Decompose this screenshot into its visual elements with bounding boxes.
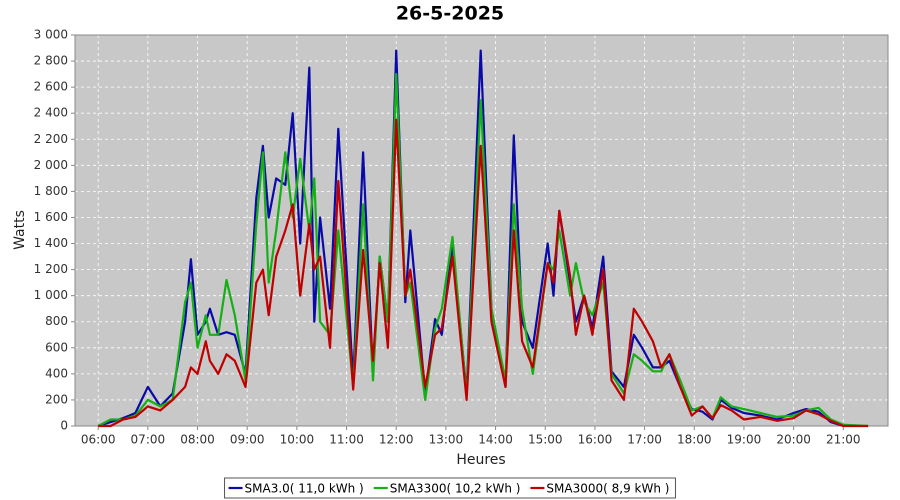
x-tick-label: 20:00 [776,433,811,447]
x-tick-label: 15:00 [528,433,563,447]
x-tick-label: 19:00 [727,433,762,447]
y-tick-label: 2 200 [34,132,68,146]
y-tick-label: 400 [45,366,68,380]
x-tick-label: 18:00 [677,433,712,447]
x-tick-label: 07:00 [131,433,166,447]
x-tick-label: 13:00 [429,433,464,447]
y-tick-label: 2 600 [34,80,68,94]
y-tick-label: 200 [45,392,68,406]
legend-label: SMA3.0( 11,0 kWh ) [245,482,364,496]
x-tick-label: 09:00 [230,433,265,447]
series-line [97,73,869,428]
y-tick-label: 2 000 [34,158,68,172]
grid: 0 200 400 600 800 1 000 1 200 1 400 1 600 1 800 2 … [34,28,889,447]
y-tick-label: 3 000 [34,28,68,42]
legend-label: SMA3300( 10,2 kWh ) [390,482,521,496]
legend-label: SMA3000( 8,9 kWh ) [546,482,669,496]
lines [97,49,869,428]
y-tick-label: 0 [60,419,68,433]
x-tick-label: 17:00 [627,433,662,447]
series-line [98,118,869,428]
legend: SMA3.0( 11,0 kWh ) SMA3300( 10,2 kWh ) SMA… [224,477,676,499]
y-tick-label: 1 200 [34,262,68,276]
x-tick-label: 10:00 [280,433,315,447]
chart-title: 26-5-2025 [396,3,504,25]
y-tick-label: 1 000 [34,288,68,302]
y-tick-label: 1 400 [34,236,68,250]
plot-border [74,34,889,427]
y-tick-label: 600 [45,340,68,354]
y-tick-label: 2 800 [34,54,68,68]
x-tick-label: 14:00 [478,433,513,447]
y-tick-label: 2 400 [34,106,68,120]
legend-box [224,477,676,499]
y-tick-label: 1 600 [34,210,68,224]
x-tick-label: 12:00 [379,433,414,447]
x-axis-title: Heures [456,452,505,468]
x-tick-label: 06:00 [81,433,116,447]
x-tick-label: 21:00 [826,433,861,447]
y-axis-title: Watts [12,210,28,250]
y-tick-label: 800 [45,314,68,328]
x-tick-label: 08:00 [180,433,215,447]
x-tick-label: 11:00 [329,433,364,447]
x-tick-label: 16:00 [578,433,613,447]
y-tick-label: 1 800 [34,184,68,198]
